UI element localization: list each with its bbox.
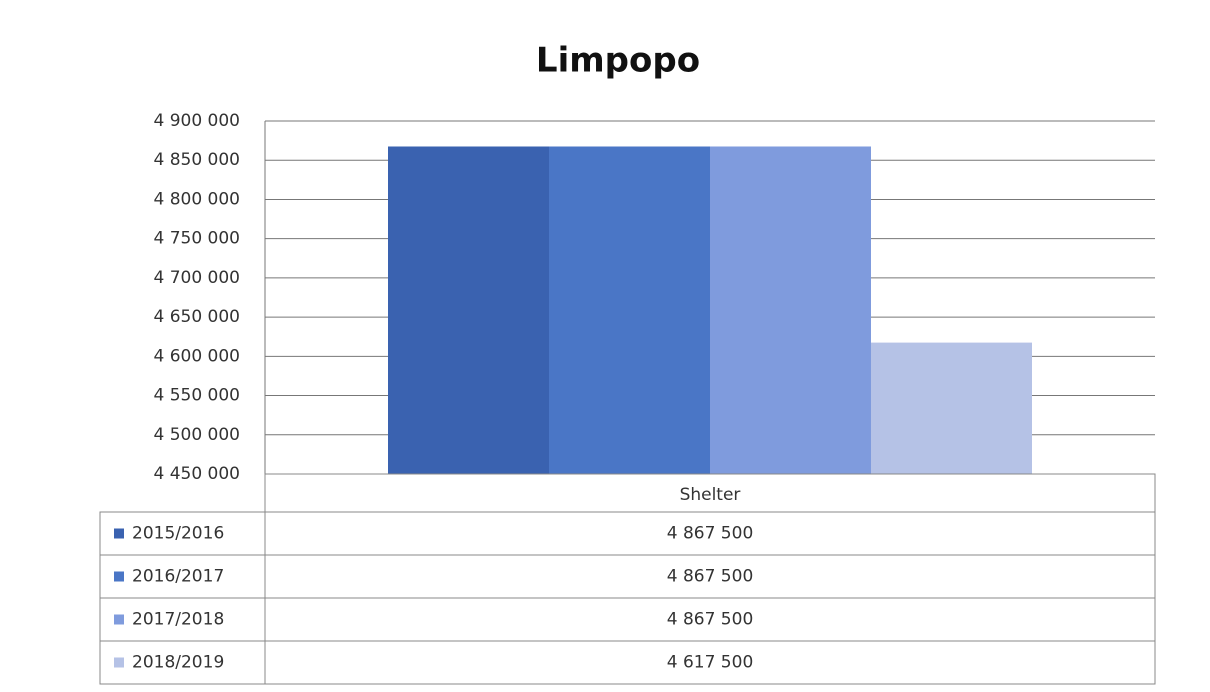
legend-marker: [114, 657, 124, 668]
data-label: 4 867 500: [667, 524, 754, 544]
legend-label: 2015/2016: [132, 524, 224, 544]
y-tick-label: 4 550 000: [153, 386, 240, 406]
bar: [388, 146, 549, 474]
bar: [549, 146, 710, 474]
table-row-cell: [264, 640, 1156, 685]
y-tick-label: 4 650 000: [153, 307, 240, 327]
legend-label: 2016/2017: [132, 567, 224, 587]
chart-title: Limpopo: [536, 41, 700, 81]
bar: [871, 342, 1032, 474]
y-tick-label: 4 450 000: [153, 464, 240, 484]
y-tick-label: 4 900 000: [153, 111, 240, 131]
legend-marker: [114, 614, 124, 625]
legend-marker: [114, 528, 124, 539]
data-label: 4 867 500: [667, 567, 754, 587]
y-tick-label: 4 800 000: [153, 189, 240, 209]
y-tick-label: 4 850 000: [153, 150, 240, 170]
y-tick-label: 4 750 000: [153, 229, 240, 249]
data-label: 4 617 500: [667, 653, 754, 673]
y-tick-label: 4 500 000: [153, 425, 240, 445]
data-label: 4 867 500: [667, 610, 754, 630]
y-tick-label: 4 700 000: [153, 268, 240, 288]
legend-marker: [114, 571, 124, 582]
x-tick-label: Shelter: [680, 485, 741, 505]
y-tick-label: 4 600 000: [153, 346, 240, 366]
legend-label: 2018/2019: [132, 653, 224, 673]
bar: [710, 146, 871, 474]
legend-label: 2017/2018: [132, 610, 224, 630]
